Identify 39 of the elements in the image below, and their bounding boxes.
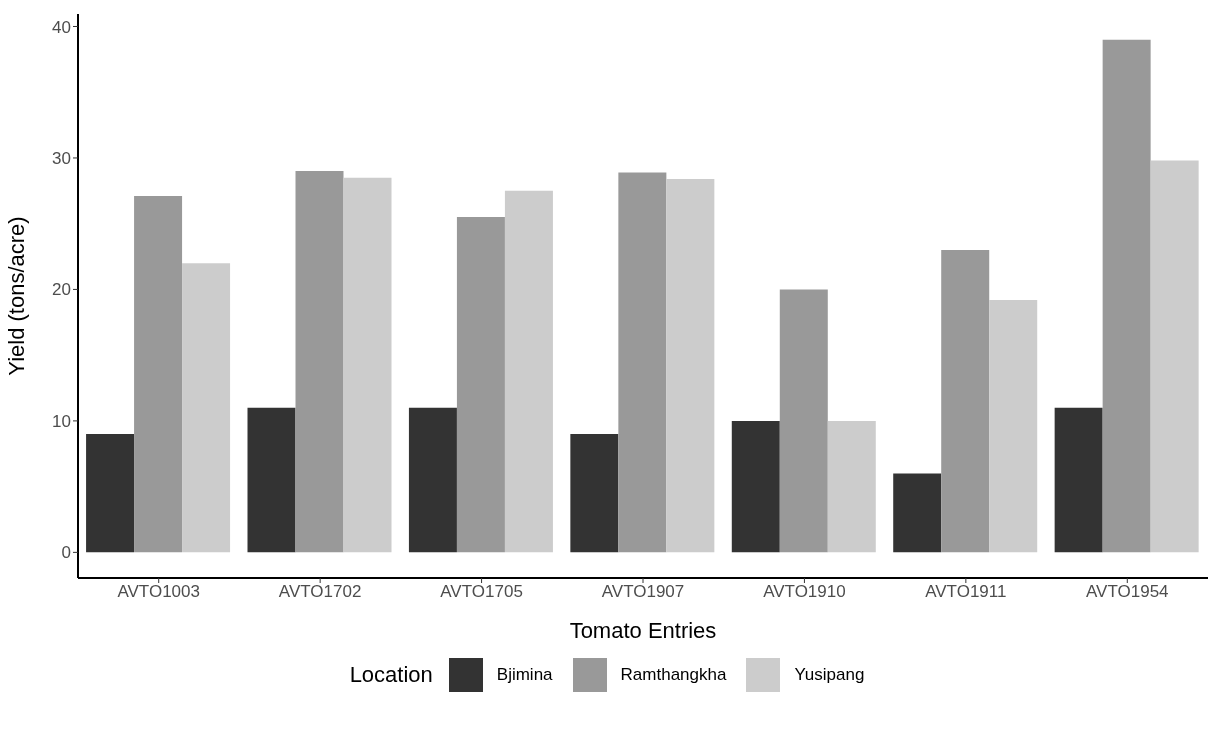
bar (779, 289, 828, 553)
x-tick-label: AVTO1910 (763, 582, 846, 602)
bar (247, 407, 296, 553)
bar (456, 217, 505, 553)
y-tick-label: 40 (52, 17, 71, 37)
legend-label: Bjimina (496, 665, 553, 685)
bar (504, 190, 553, 553)
legend-label: Ramthangkha (620, 665, 727, 685)
legend-title: Location (349, 662, 433, 688)
x-tick-label: AVTO1003 (117, 582, 200, 602)
bar (1054, 407, 1103, 553)
bar (1150, 160, 1199, 553)
x-tick-label: AVTO1954 (1086, 582, 1169, 602)
y-tick-label: 30 (52, 148, 71, 168)
y-tick-label: 0 (61, 543, 71, 563)
bar (893, 473, 942, 553)
bar (343, 177, 392, 553)
bar (731, 420, 780, 553)
bar (1102, 39, 1151, 553)
y-tick-label: 20 (52, 280, 71, 300)
x-tick-label: AVTO1705 (440, 582, 523, 602)
y-axis-title: Yield (tons/acre) (3, 216, 29, 376)
bar (618, 172, 667, 553)
bar (408, 407, 457, 553)
bar (182, 263, 231, 553)
x-tick-label: AVTO1907 (601, 582, 685, 602)
bar (295, 171, 344, 553)
bar (134, 196, 183, 553)
bar (827, 420, 876, 553)
bar (570, 434, 619, 553)
bar (86, 434, 135, 553)
bar (989, 299, 1038, 553)
x-axis-title: Tomato Entries (569, 618, 717, 643)
bar (941, 249, 990, 553)
legend-label: Yusipang (794, 665, 865, 685)
y-tick-label: 10 (52, 411, 71, 431)
x-tick-label: AVTO1702 (278, 582, 362, 602)
x-tick-label: AVTO1911 (925, 582, 1007, 602)
bar (666, 178, 715, 553)
